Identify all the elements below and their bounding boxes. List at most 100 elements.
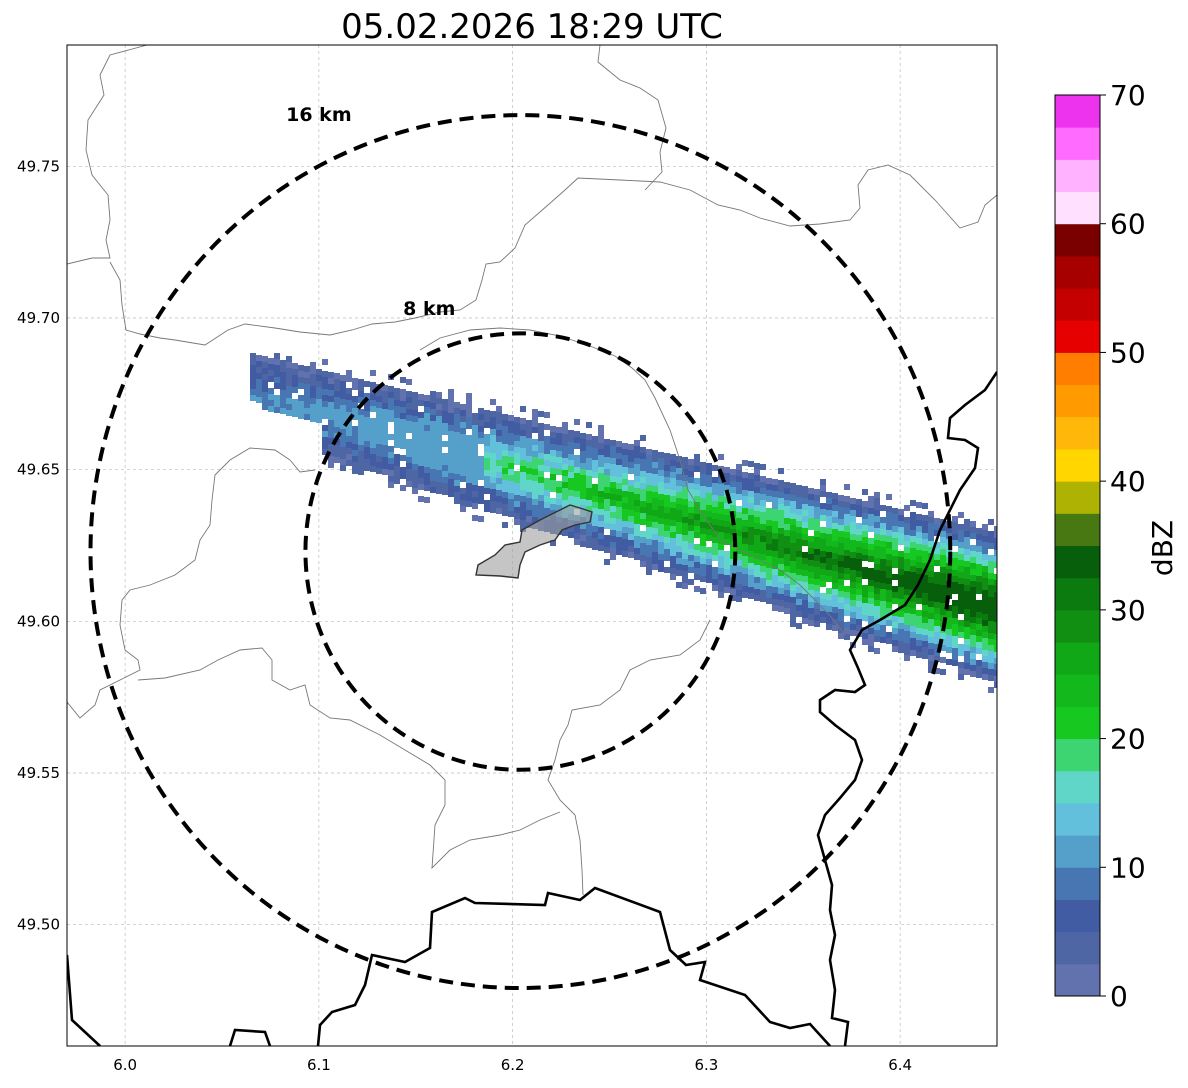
x-tick-label: 6.3 xyxy=(694,1056,718,1074)
reflectivity-pixel xyxy=(490,501,496,507)
colorbar-segment xyxy=(1055,352,1100,386)
reflectivity-pixel xyxy=(670,496,676,502)
reflectivity-pixel xyxy=(898,581,904,587)
reflectivity-pixel xyxy=(730,595,736,601)
reflectivity-pixel xyxy=(424,467,430,473)
reflectivity-pixel xyxy=(970,599,976,605)
reflectivity-pixel xyxy=(934,644,940,650)
reflectivity-pixel xyxy=(982,578,988,584)
reflectivity-pixel xyxy=(928,649,934,655)
reflectivity-pixel xyxy=(538,423,544,429)
reflectivity-pixel xyxy=(418,448,424,454)
reflectivity-pixel xyxy=(736,578,742,584)
reflectivity-pixel xyxy=(622,515,628,521)
reflectivity-pixel xyxy=(658,482,664,488)
reflectivity-pixel xyxy=(652,492,658,498)
reflectivity-pixel xyxy=(922,605,928,611)
reflectivity-pixel xyxy=(988,657,994,663)
reflectivity-pixel xyxy=(778,600,784,606)
reflectivity-pixel xyxy=(874,648,880,654)
reflectivity-pixel xyxy=(670,526,676,532)
reflectivity-pixel xyxy=(490,471,496,477)
reflectivity-pixel xyxy=(634,458,640,464)
reflectivity-pixel xyxy=(526,522,532,528)
reflectivity-pixel xyxy=(280,408,286,414)
reflectivity-pixel xyxy=(388,482,394,488)
reflectivity-pixel xyxy=(826,594,832,600)
reflectivity-pixel xyxy=(358,439,364,445)
reflectivity-pixel xyxy=(862,597,868,603)
reflectivity-pixel xyxy=(544,454,550,460)
reflectivity-pixel xyxy=(574,485,580,491)
reflectivity-pixel xyxy=(556,451,562,457)
reflectivity-pixel xyxy=(736,464,742,470)
reflectivity-pixel xyxy=(538,453,544,459)
reflectivity-pixel xyxy=(334,427,340,433)
reflectivity-pixel xyxy=(970,533,976,539)
colorbar-segment xyxy=(1055,159,1100,193)
reflectivity-pixel xyxy=(814,549,820,555)
reflectivity-pixel xyxy=(700,474,706,480)
reflectivity-pixel xyxy=(436,428,442,434)
reflectivity-pixel xyxy=(952,582,958,588)
reflectivity-pixel xyxy=(898,563,904,569)
reflectivity-pixel xyxy=(850,600,856,606)
reflectivity-pixel xyxy=(448,395,454,401)
reflectivity-pixel xyxy=(628,552,634,558)
reflectivity-pixel xyxy=(370,382,376,388)
reflectivity-pixel xyxy=(970,581,976,587)
reflectivity-pixel xyxy=(382,409,388,415)
reflectivity-pixel xyxy=(976,546,982,552)
reflectivity-pixel xyxy=(856,571,862,577)
reflectivity-pixel xyxy=(742,586,748,592)
x-tick-label: 6.1 xyxy=(307,1056,331,1074)
reflectivity-pixel xyxy=(328,426,334,432)
reflectivity-pixel xyxy=(808,596,814,602)
reflectivity-pixel xyxy=(718,532,724,538)
reflectivity-pixel xyxy=(976,606,982,612)
colorbar-segment xyxy=(1055,95,1100,128)
reflectivity-pixel xyxy=(730,529,736,535)
reflectivity-pixel xyxy=(430,481,436,487)
reflectivity-pixel xyxy=(958,548,964,554)
reflectivity-pixel xyxy=(958,572,964,578)
reflectivity-pixel xyxy=(970,623,976,629)
reflectivity-pixel xyxy=(952,618,958,624)
reflectivity-pixel xyxy=(838,513,844,519)
reflectivity-pixel xyxy=(820,491,826,497)
reflectivity-pixel xyxy=(934,632,940,638)
reflectivity-pixel xyxy=(712,579,718,585)
reflectivity-pixel xyxy=(928,529,934,535)
reflectivity-pixel xyxy=(526,480,532,486)
reflectivity-pixel xyxy=(388,386,394,392)
reflectivity-pixel xyxy=(778,480,784,486)
reflectivity-pixel xyxy=(994,526,997,532)
reflectivity-pixel xyxy=(856,601,862,607)
reflectivity-pixel xyxy=(766,490,772,496)
reflectivity-pixel xyxy=(598,485,604,491)
reflectivity-pixel xyxy=(394,418,400,424)
reflectivity-pixel xyxy=(664,549,670,555)
reflectivity-pixel xyxy=(604,493,610,499)
reflectivity-pixel xyxy=(892,616,898,622)
reflectivity-pixel xyxy=(940,537,946,543)
reflectivity-pixel xyxy=(394,466,400,472)
reflectivity-pixel xyxy=(652,456,658,462)
reflectivity-pixel xyxy=(718,490,724,496)
reflectivity-pixel xyxy=(718,556,724,562)
reflectivity-pixel xyxy=(814,603,820,609)
reflectivity-pixel xyxy=(940,591,946,597)
reflectivity-pixel xyxy=(976,588,982,594)
reflectivity-pixel xyxy=(916,562,922,568)
reflectivity-pixel xyxy=(922,629,928,635)
reflectivity-pixel xyxy=(388,410,394,416)
reflectivity-pixel xyxy=(340,447,346,453)
reflectivity-pixel xyxy=(634,464,640,470)
reflectivity-pixel xyxy=(358,427,364,433)
reflectivity-pixel xyxy=(604,481,610,487)
reflectivity-pixel xyxy=(664,531,670,537)
reflectivity-pixel xyxy=(994,652,997,658)
reflectivity-pixel xyxy=(328,432,334,438)
reflectivity-pixel xyxy=(970,563,976,569)
reflectivity-pixel xyxy=(586,488,592,494)
